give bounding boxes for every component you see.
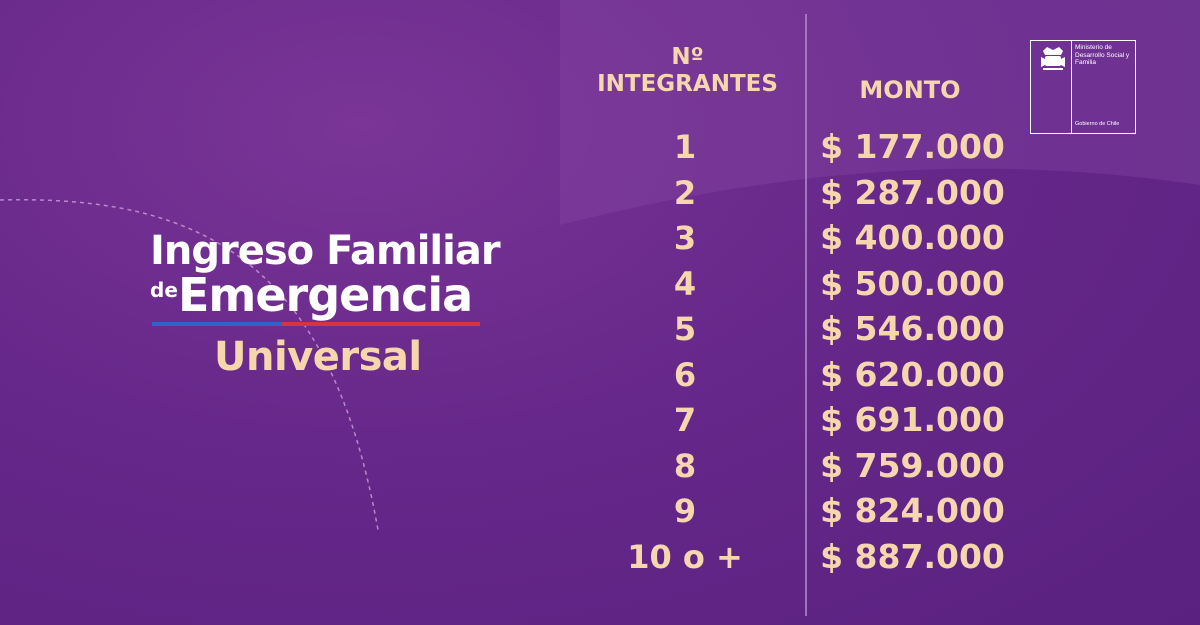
column-divider	[805, 14, 807, 616]
amount-cell: $ 824.000	[820, 491, 1005, 530]
amount-cell: $ 620.000	[820, 354, 1005, 394]
amount-cell: $ 691.000	[820, 400, 1005, 439]
logo-subtitle: Universal	[214, 334, 422, 380]
ministry-name: Ministerio de Desarrollo Social y Famili…	[1075, 44, 1130, 66]
amount-cell: $ 887.000	[820, 536, 1005, 576]
members-cell: 7	[673, 401, 697, 439]
members-cell: 2	[673, 173, 697, 212]
amount-cell: $ 546.000	[820, 309, 1005, 348]
flag-red-stripe	[282, 322, 480, 326]
members-cell: 9	[673, 492, 697, 530]
ministry-logo-divider	[1071, 41, 1072, 133]
amount-cell: $ 287.000	[820, 172, 1005, 212]
logo-title-prefix: de	[150, 278, 178, 302]
amount-cell: $ 177.000	[820, 127, 1005, 166]
chile-coat-of-arms-icon	[1041, 47, 1065, 70]
logo-flag-bar	[152, 322, 480, 326]
members-cell: 4	[673, 264, 697, 303]
members-cell: 5	[673, 310, 697, 348]
members-cell: 1	[673, 128, 697, 166]
members-column-header: Nº INTEGRANTES	[585, 44, 790, 98]
members-cell: 8	[673, 446, 697, 485]
program-logo: Ingreso Familiar de Emergencia Universal	[140, 222, 501, 392]
amount-cell: $ 759.000	[820, 445, 1005, 485]
flag-blue-stripe	[152, 322, 282, 326]
members-cell: 10 o +	[627, 537, 743, 576]
logo-title-line1: Ingreso Familiar	[150, 228, 501, 274]
logo-title-line2: Emergencia	[178, 268, 473, 322]
amount-cell: $ 500.000	[820, 263, 1005, 303]
amount-cell: $ 400.000	[820, 218, 1005, 257]
amount-column-header: MONTO	[859, 76, 961, 104]
members-cell: 6	[673, 355, 697, 394]
number-symbol: Nº	[671, 44, 704, 70]
members-header-label: INTEGRANTES	[597, 71, 778, 97]
members-cell: 3	[673, 219, 697, 257]
ministry-logo: Ministerio de Desarrollo Social y Famili…	[1030, 40, 1136, 134]
government-name: Gobierno de Chile	[1075, 121, 1120, 127]
